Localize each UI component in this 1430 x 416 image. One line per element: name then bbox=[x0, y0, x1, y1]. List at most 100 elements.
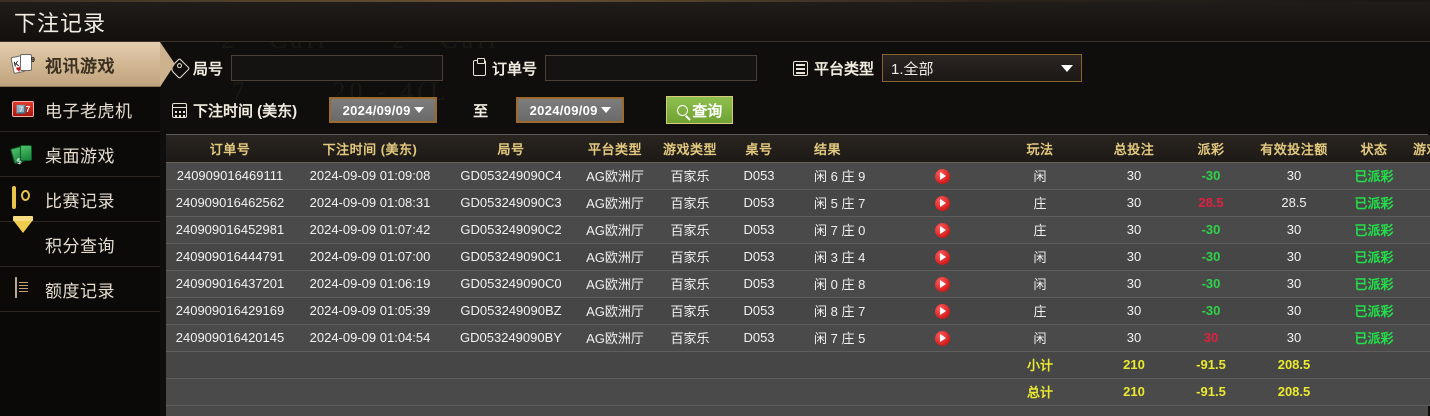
query-button[interactable]: 查询 bbox=[666, 96, 734, 124]
cell-valid-bet: 30 bbox=[1246, 324, 1342, 352]
subtotal-payout: -91.5 bbox=[1176, 351, 1246, 379]
round-number-label: 局号 bbox=[168, 57, 223, 79]
cell-bet-time: 2024-09-09 01:05:39 bbox=[294, 297, 446, 325]
sidebar-item-slots[interactable]: 7️⃣7 电子老虎机 bbox=[0, 87, 160, 132]
cell-round-no: GD053249090C4 bbox=[446, 162, 576, 190]
gem-icon bbox=[12, 220, 36, 255]
col-order-no: 订单号 bbox=[166, 135, 294, 163]
col-total-bet: 总投注 bbox=[1092, 135, 1176, 163]
cell-order-no: 240909016462562 bbox=[166, 189, 294, 217]
cell-replay[interactable] bbox=[896, 162, 988, 190]
sidebar-item-live-games[interactable]: K ♥ 9 视讯游戏 bbox=[0, 42, 175, 87]
cell-replay[interactable] bbox=[896, 189, 988, 217]
cell-play-type: 闲 bbox=[988, 270, 1092, 298]
cell-replay[interactable] bbox=[896, 324, 988, 352]
cell-total-bet: 30 bbox=[1092, 297, 1176, 325]
cell-result: 闲 5 庄 7 bbox=[792, 189, 896, 217]
col-table-no: 桌号 bbox=[726, 135, 792, 163]
cell-result: 闲 3 庄 4 bbox=[792, 243, 896, 271]
cell-platform: AG欧洲厅 bbox=[576, 162, 654, 190]
col-result: 结果 bbox=[792, 135, 896, 163]
cell-status: 已派彩 bbox=[1342, 324, 1406, 352]
col-play-type: 玩法 bbox=[988, 135, 1092, 163]
date-to-picker[interactable]: 2024/09/09 bbox=[516, 97, 625, 123]
table-row[interactable]: 240909016429169 2024-09-09 01:05:39 GD05… bbox=[166, 297, 1430, 325]
cell-bet-time: 2024-09-09 01:06:19 bbox=[294, 270, 446, 298]
cell-platform: AG欧洲厅 bbox=[576, 189, 654, 217]
table-row[interactable]: 240909016437201 2024-09-09 01:06:19 GD05… bbox=[166, 270, 1430, 298]
records-table-wrapper[interactable]: 订单号 下注时间 (美东) 局号 平台类型 游戏类型 桌号 结果 玩法 总投注 … bbox=[166, 134, 1430, 416]
sidebar-item-label: 桌面游戏 bbox=[45, 146, 115, 166]
cell-bet-time: 2024-09-09 01:04:54 bbox=[294, 324, 446, 352]
platform-type-select[interactable]: 1.全部 bbox=[882, 54, 1083, 82]
cell-valid-bet: 30 bbox=[1246, 162, 1342, 190]
chevron-down-icon bbox=[1061, 64, 1074, 72]
cell-round-no: GD053249090BZ bbox=[446, 297, 576, 325]
table-row[interactable]: 240909016462562 2024-09-09 01:08:31 GD05… bbox=[166, 189, 1430, 217]
table-row[interactable]: 240909016444791 2024-09-09 01:07:00 GD05… bbox=[166, 243, 1430, 271]
play-icon[interactable] bbox=[934, 249, 950, 265]
cell-round-no: GD053249090C3 bbox=[446, 189, 576, 217]
table-row[interactable]: 240909016452981 2024-09-09 01:07:42 GD05… bbox=[166, 216, 1430, 244]
cell-platform: AG欧洲厅 bbox=[576, 270, 654, 298]
search-icon bbox=[677, 104, 689, 116]
cell-game-mode: - bbox=[1406, 216, 1430, 244]
date-from-picker[interactable]: 2024/09/09 bbox=[329, 97, 438, 123]
play-icon[interactable] bbox=[934, 168, 950, 184]
sidebar-item-label: 积分查询 bbox=[45, 236, 115, 256]
cell-result: 闲 7 庄 5 bbox=[792, 324, 896, 352]
sidebar-item-tournament-records[interactable]: 比赛记录 bbox=[0, 177, 160, 222]
grandtotal-payout: -91.5 bbox=[1176, 378, 1246, 406]
content-area: 局号 订单号 平台类型 1.全部 bbox=[160, 42, 1430, 416]
col-game-mode: 游戏模式 bbox=[1406, 135, 1430, 163]
sidebar-item-credit-records[interactable]: 额度记录 bbox=[0, 267, 160, 312]
cell-round-no: GD053249090C1 bbox=[446, 243, 576, 271]
cell-order-no: 240909016469111 bbox=[166, 162, 294, 190]
sidebar-item-label: 比赛记录 bbox=[45, 191, 115, 211]
play-icon[interactable] bbox=[934, 303, 950, 319]
cell-replay[interactable] bbox=[896, 243, 988, 271]
play-icon[interactable] bbox=[934, 276, 950, 292]
cell-game-type: 百家乐 bbox=[654, 324, 726, 352]
between-label: 至 bbox=[473, 102, 489, 120]
col-platform: 平台类型 bbox=[576, 135, 654, 163]
play-icon[interactable] bbox=[934, 222, 950, 238]
sidebar-item-points-query[interactable]: 积分查询 bbox=[0, 220, 160, 267]
cell-valid-bet: 30 bbox=[1246, 243, 1342, 271]
order-number-input[interactable] bbox=[545, 55, 758, 81]
cell-game-mode: - bbox=[1406, 270, 1430, 298]
table-body: 240909016469111 2024-09-09 01:09:08 GD05… bbox=[166, 162, 1430, 406]
chevron-down-icon bbox=[413, 107, 424, 113]
cell-play-type: 闲 bbox=[988, 162, 1092, 190]
cell-game-type: 百家乐 bbox=[654, 189, 726, 217]
cell-game-mode: - bbox=[1406, 243, 1430, 271]
slot-machine-icon: 7️⃣7 bbox=[12, 98, 36, 120]
cell-replay[interactable] bbox=[896, 216, 988, 244]
cell-order-no: 240909016429169 bbox=[166, 297, 294, 325]
subtotal-total-bet: 210 bbox=[1092, 351, 1176, 379]
cell-payout: 28.5 bbox=[1176, 189, 1246, 217]
sidebar-item-table-games[interactable]: $ 桌面游戏 bbox=[0, 132, 160, 177]
cell-valid-bet: 30 bbox=[1246, 270, 1342, 298]
cell-table-no: D053 bbox=[726, 270, 792, 298]
cell-play-type: 庄 bbox=[988, 189, 1092, 217]
play-icon[interactable] bbox=[934, 330, 950, 346]
cell-replay[interactable] bbox=[896, 297, 988, 325]
playing-cards-icon: K ♥ 9 bbox=[10, 53, 36, 75]
table-row[interactable]: 240909016420145 2024-09-09 01:04:54 GD05… bbox=[166, 324, 1430, 352]
cell-table-no: D053 bbox=[726, 216, 792, 244]
subtotal-label: 小计 bbox=[988, 351, 1092, 379]
cell-status: 已派彩 bbox=[1342, 270, 1406, 298]
cell-round-no: GD053249090C2 bbox=[446, 216, 576, 244]
grandtotal-row: 总计 210 -91.5 208.5 bbox=[166, 378, 1430, 406]
play-icon[interactable] bbox=[934, 195, 950, 211]
cell-replay[interactable] bbox=[896, 270, 988, 298]
cell-total-bet: 30 bbox=[1092, 270, 1176, 298]
title-accent-line bbox=[0, 0, 1430, 2]
cell-valid-bet: 30 bbox=[1246, 216, 1342, 244]
table-row[interactable]: 240909016469111 2024-09-09 01:09:08 GD05… bbox=[166, 162, 1430, 190]
cell-bet-time: 2024-09-09 01:07:00 bbox=[294, 243, 446, 271]
round-number-input[interactable] bbox=[231, 55, 444, 81]
cell-game-mode: - bbox=[1406, 162, 1430, 190]
cell-game-type: 百家乐 bbox=[654, 297, 726, 325]
